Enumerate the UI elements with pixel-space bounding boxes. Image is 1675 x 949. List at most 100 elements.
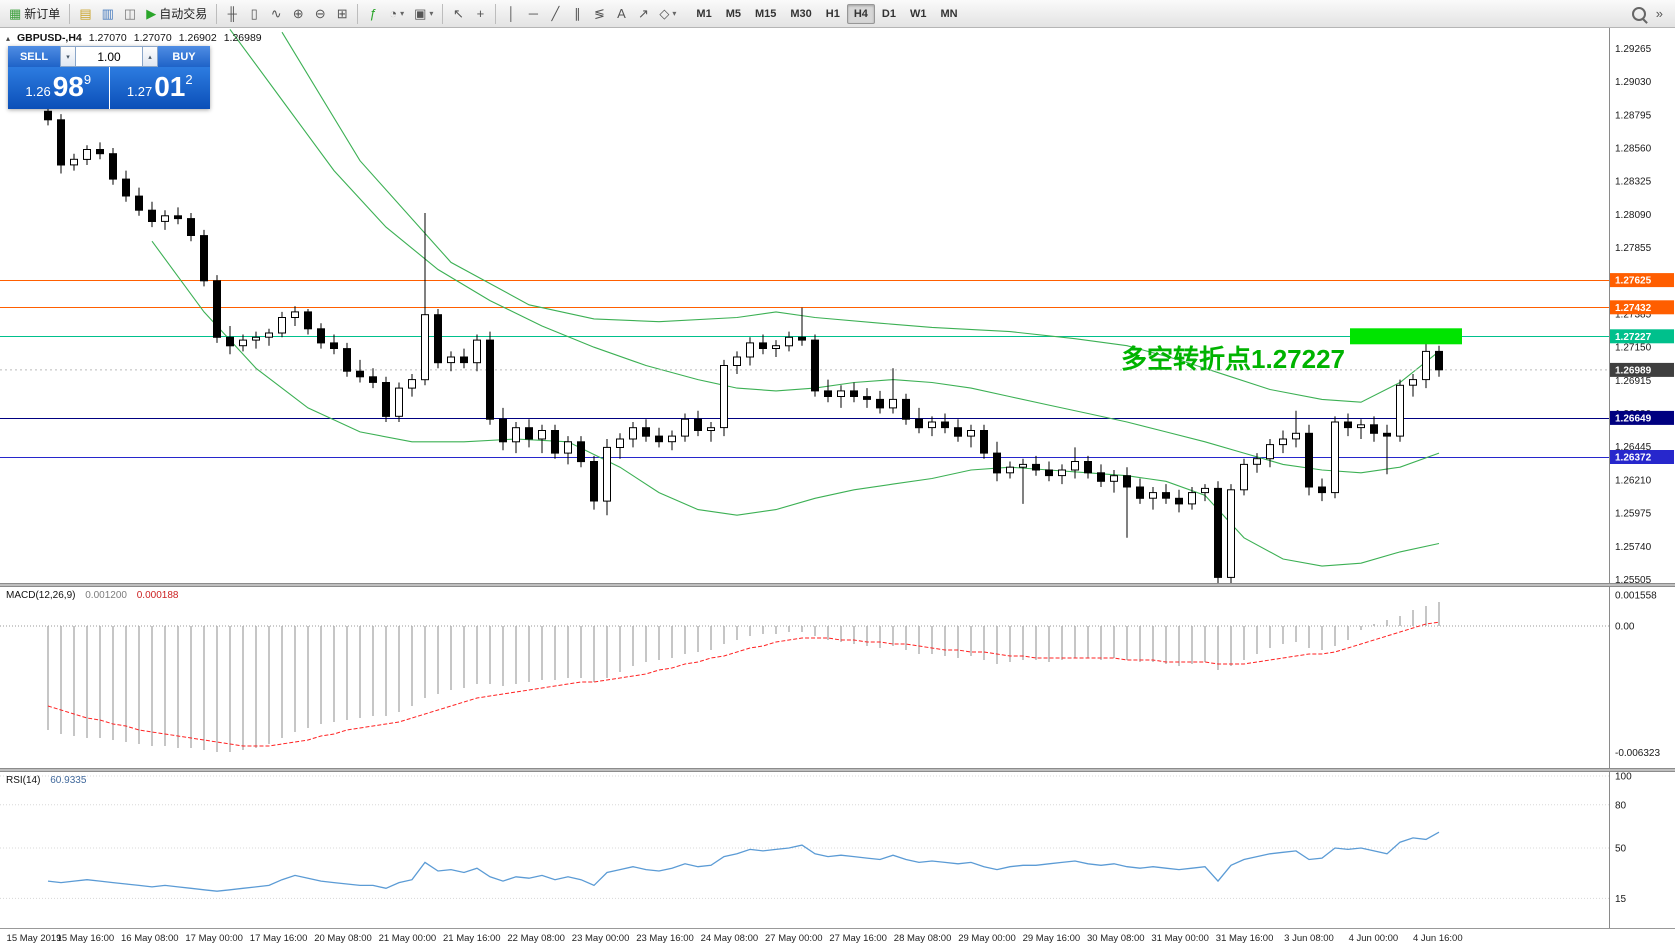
- timeframe-m1[interactable]: M1: [689, 4, 718, 24]
- buy-button[interactable]: BUY: [158, 46, 210, 67]
- macd-main-value: 0.001200: [85, 590, 127, 601]
- ohlc-high: 1.27070: [133, 32, 172, 44]
- price-chart-svg: 1.29265 1.29030 1.28795 1.28560 1.28325 1.280…: [0, 28, 1674, 583]
- rsi-value: 60.9335: [50, 775, 87, 786]
- timeframe-toolbar: M1 M5 M15 M30 H1 H4 D1 W1 MN: [689, 3, 964, 24]
- timeframe-mn[interactable]: MN: [933, 4, 964, 24]
- price-chart-panel[interactable]: 1.29265 1.29030 1.28795 1.28560 1.28325 1.280…: [0, 28, 1675, 583]
- svg-text:1.27855: 1.27855: [1615, 243, 1652, 254]
- tile-windows-icon-glyph: ⊞: [336, 6, 348, 21]
- search-icon[interactable]: [1631, 6, 1646, 21]
- panel-separator[interactable]: [0, 583, 1675, 587]
- cursor-icon-glyph: ↖: [452, 6, 464, 21]
- timeframe-m15[interactable]: M15: [748, 4, 783, 24]
- sell-button[interactable]: SELL: [8, 46, 60, 67]
- arrow-tool-icon[interactable]: ↗: [632, 3, 654, 25]
- zoom-in-icon[interactable]: ⊕: [287, 3, 309, 25]
- pivot-zone-rect[interactable]: [1350, 328, 1462, 345]
- time-label: 23 May 00:00: [571, 933, 630, 944]
- cursor-icon[interactable]: ↖: [447, 3, 469, 25]
- templates-icon-glyph: ▣: [414, 6, 427, 21]
- macd-name: MACD(12,26,9): [6, 590, 76, 601]
- svg-text:1.27625: 1.27625: [1615, 276, 1652, 287]
- timeframe-h1[interactable]: H1: [819, 4, 847, 24]
- price-badge: [1610, 362, 1674, 377]
- data-window-icon-glyph: ◫: [123, 6, 137, 21]
- toolbar-groups: ▦ 新订单 ▤ ▥ ◫ ▶ 自动交易 ╫ ▯ ∿ ⊕ ⊖ ⊞ ƒ ◔ ▾ ▣ ▾ ↖ + │ ─ ╱ ∥ ≶ A ↗ ◇ ▾: [4, 3, 681, 25]
- rsi-svg: 100 80 50 15: [0, 772, 1632, 928]
- shapes-icon[interactable]: ◇ ▾: [654, 3, 681, 25]
- overflow-icon[interactable]: »: [1655, 6, 1663, 21]
- zoom-out-icon[interactable]: ⊖: [309, 3, 331, 25]
- sell-price[interactable]: 1.26 98 9: [8, 67, 109, 109]
- svg-text:1.26915: 1.26915: [1615, 376, 1652, 387]
- time-label: 4 Jun 16:00: [1412, 933, 1463, 944]
- rsi-label: RSI(14) 60.9335: [6, 775, 86, 786]
- panel-separator[interactable]: [0, 768, 1675, 772]
- bollinger-upper: [281, 31, 1440, 403]
- price-badge: [1610, 450, 1674, 464]
- time-label: 27 May 00:00: [765, 933, 823, 944]
- arrow-tool-icon-glyph: ↗: [637, 6, 649, 21]
- sell-price-prefix: 1.26: [25, 84, 51, 99]
- bollinger-middle: [229, 29, 1440, 474]
- sell-price-pips: 98: [52, 71, 84, 102]
- trade-widget-prices: 1.26 98 9 1.27 01 2: [8, 67, 210, 109]
- timeframe-h4[interactable]: H4: [846, 3, 875, 24]
- templates-icon[interactable]: ▣ ▾: [409, 3, 438, 25]
- toolbar-separator: [216, 3, 218, 24]
- shapes-icon-glyph: ◇: [659, 6, 670, 21]
- timeframe-m30[interactable]: M30: [783, 4, 818, 24]
- toolbar-right: »: [1631, 6, 1671, 21]
- periods-icon[interactable]: ◔ ▾: [384, 3, 409, 25]
- svg-text:1.28795: 1.28795: [1615, 110, 1652, 121]
- text-label-icon[interactable]: A: [610, 3, 632, 25]
- macd-svg: 0.001558 0.00 -0.006323: [0, 587, 1660, 768]
- new-order-button-glyph: ▦: [9, 6, 22, 21]
- profiles-icon-glyph: ▤: [79, 6, 92, 21]
- horizontal-line-icon[interactable]: ─: [522, 3, 544, 25]
- svg-text:1.25740: 1.25740: [1615, 542, 1652, 553]
- data-window-icon[interactable]: ◫: [119, 3, 141, 25]
- symbol-title: GBPUSD-,H4: [17, 32, 82, 44]
- price-badges: 1.27625 1.27432 1.27227 1.26649 1.26372 1.269…: [1610, 273, 1674, 464]
- volume-increase-button[interactable]: ▴: [142, 46, 158, 67]
- svg-text:1.27150: 1.27150: [1615, 343, 1652, 354]
- channel-icon-glyph: ∥: [574, 6, 581, 21]
- rsi-panel: 100 80 50 15 RSI(14) 60.9335: [0, 772, 1675, 928]
- timeframe-d1[interactable]: D1: [875, 4, 903, 24]
- auto-trading-button[interactable]: ▶ 自动交易: [141, 3, 212, 25]
- volume-decrease-button[interactable]: ▾: [60, 46, 76, 67]
- volume-input[interactable]: [76, 46, 142, 67]
- market-watch-icon-glyph: ▥: [101, 6, 114, 21]
- market-watch-icon[interactable]: ▥: [97, 3, 119, 25]
- time-label: 17 May 00:00: [185, 933, 243, 944]
- toolbar: ▦ 新订单 ▤ ▥ ◫ ▶ 自动交易 ╫ ▯ ∿ ⊕ ⊖ ⊞ ƒ ◔ ▾ ▣ ▾ ↖ + │ ─ ╱ ∥ ≶ A ↗ ◇ ▾ M1 M5 M…: [0, 0, 1675, 28]
- crosshair-icon-glyph: +: [476, 6, 485, 21]
- time-axis[interactable]: 15 May 2019 15 May 16:00 16 May 08:00 17 Ma…: [0, 928, 1675, 949]
- svg-text:1.28325: 1.28325: [1615, 177, 1652, 188]
- svg-text:1.26372: 1.26372: [1615, 453, 1652, 464]
- bar-chart-icon[interactable]: ╫: [221, 3, 243, 25]
- new-order-button[interactable]: ▦ 新订单: [4, 3, 65, 25]
- channel-icon[interactable]: ∥: [566, 3, 588, 25]
- crosshair-icon[interactable]: +: [469, 3, 491, 25]
- profiles-icon[interactable]: ▤: [74, 3, 96, 25]
- indicators-icon-glyph: ƒ: [369, 6, 377, 21]
- timeframe-w1[interactable]: W1: [903, 4, 934, 24]
- ohlc-close: 1.26989: [223, 32, 262, 44]
- svg-text:0.001558: 0.001558: [1615, 590, 1657, 601]
- line-chart-icon[interactable]: ∿: [265, 3, 287, 25]
- trendline-icon[interactable]: ╱: [544, 3, 566, 25]
- toolbar-separator: [69, 3, 71, 24]
- indicators-icon[interactable]: ƒ: [362, 3, 384, 25]
- svg-text:15: 15: [1615, 894, 1627, 905]
- candlestick-chart-icon[interactable]: ▯: [243, 3, 265, 25]
- horizontal-lines: [0, 280, 1609, 458]
- tile-windows-icon[interactable]: ⊞: [331, 3, 353, 25]
- buy-price[interactable]: 1.27 01 2: [109, 67, 210, 109]
- vertical-line-icon[interactable]: │: [500, 3, 522, 25]
- pivot-annotation: 多空转折点1.27227: [1121, 344, 1345, 374]
- fibonacci-icon[interactable]: ≶: [588, 3, 610, 25]
- timeframe-m5[interactable]: M5: [719, 4, 748, 24]
